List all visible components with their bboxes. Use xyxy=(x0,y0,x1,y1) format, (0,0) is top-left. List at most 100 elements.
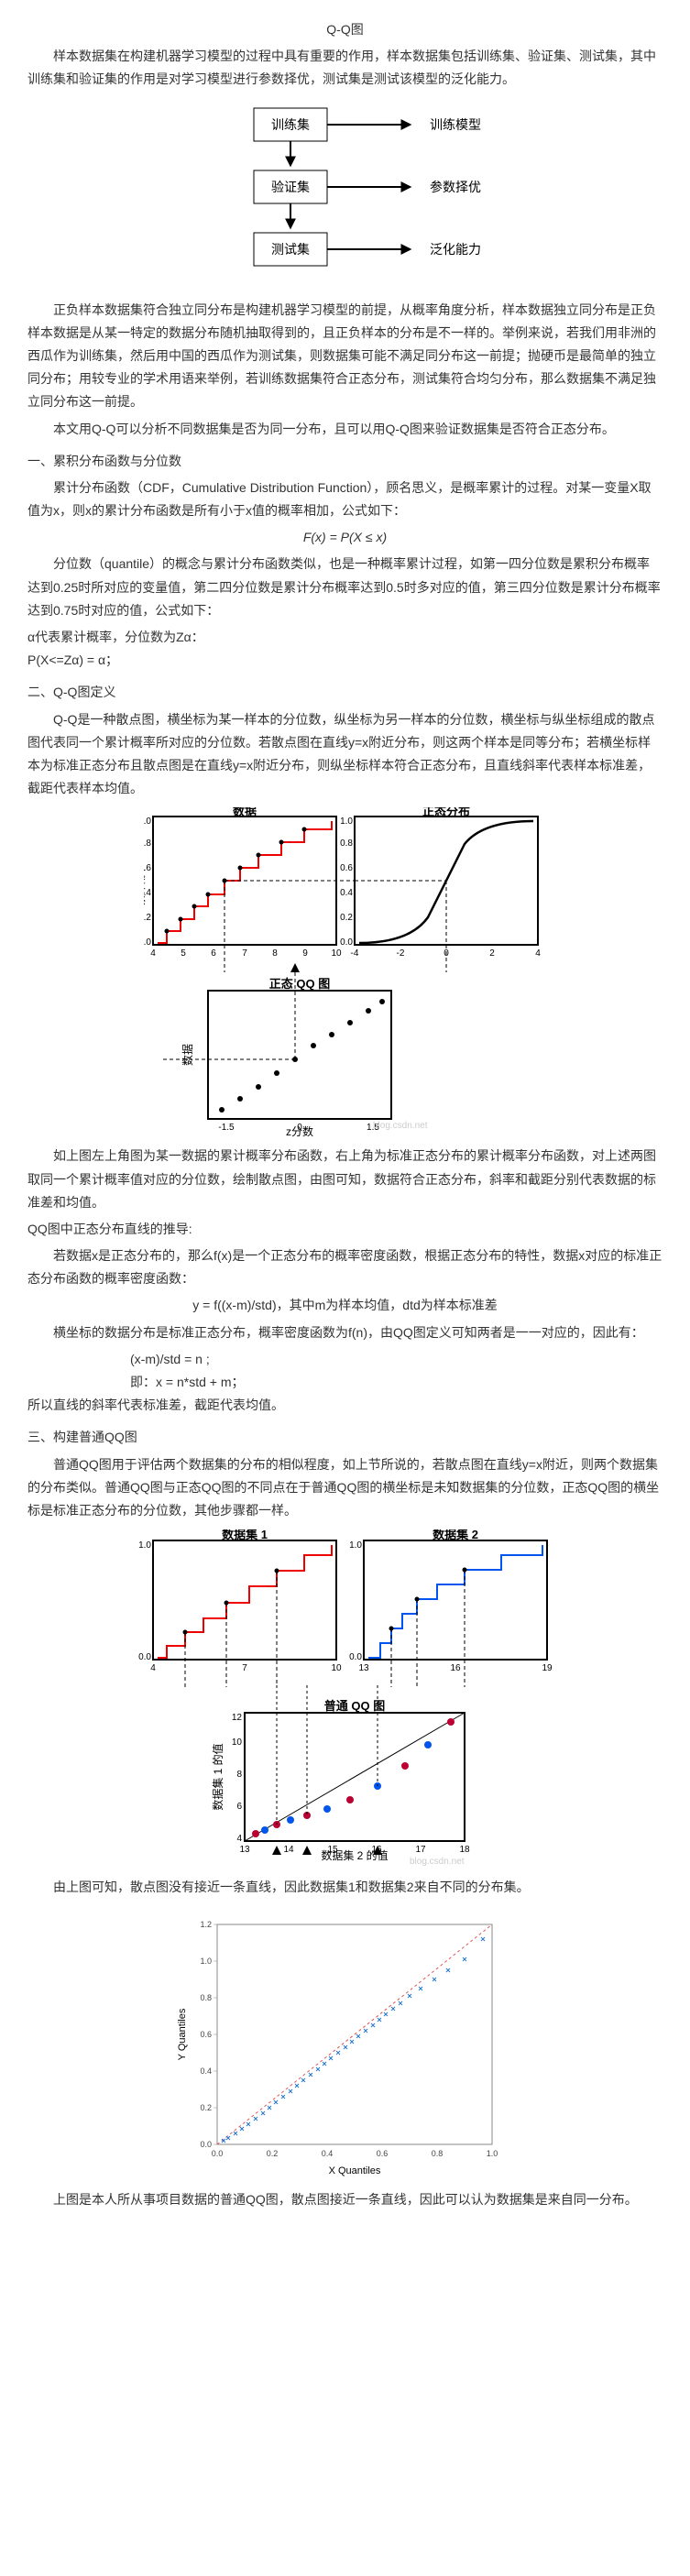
paragraph-2: 本文用Q-Q可以分析不同数据集是否为同一分布，且可以用Q-Q图来验证数据集是否符… xyxy=(27,418,663,441)
svg-text:1.2: 1.2 xyxy=(200,1920,212,1929)
svg-text:0.2: 0.2 xyxy=(340,913,353,923)
chart2-title-1: 数据集 1 xyxy=(222,1529,268,1541)
scatter-ylabel: Y Quantiles xyxy=(177,2008,188,2060)
chart2-title-2: 数据集 2 xyxy=(433,1529,478,1541)
paragraph-1: 正负样本数据集符合独立同分布是构建机器学习模型的前提，从概率角度分析，样本数据独… xyxy=(27,299,663,414)
svg-text:0: 0 xyxy=(297,1123,302,1133)
svg-text:10: 10 xyxy=(231,1737,242,1748)
svg-text:13: 13 xyxy=(239,1845,250,1855)
section-1-p1: 累计分布函数（CDF，Cumulative Distribution Funct… xyxy=(27,477,663,522)
svg-text:6: 6 xyxy=(236,1802,242,1812)
svg-text:17: 17 xyxy=(415,1845,426,1855)
section-3-p2: 由上图可知，散点图没有接近一条直线，因此数据集1和数据集2来自不同的分布集。 xyxy=(27,1876,663,1899)
svg-text:0.8: 0.8 xyxy=(431,2149,443,2158)
section-1-p2: 分位数（quantile）的概念与累计分布函数类似，也是一种概率累计过程，如第一… xyxy=(27,553,663,622)
svg-text:0.4: 0.4 xyxy=(144,888,151,898)
svg-text:2: 2 xyxy=(489,948,495,959)
svg-text:0.4: 0.4 xyxy=(340,888,353,898)
svg-text:10: 10 xyxy=(331,1663,342,1673)
svg-text:0.2: 0.2 xyxy=(144,913,151,923)
svg-text:4: 4 xyxy=(236,1834,242,1844)
svg-text:0.4: 0.4 xyxy=(200,2066,212,2076)
flowchart-diagram: 训练集 训练模型 验证集 参数择优 测试集 泛化能力 xyxy=(181,99,510,291)
svg-text:1.0: 1.0 xyxy=(486,2149,498,2158)
section-3-p3: 上图是本人所从事项目数据的普通QQ图，散点图接近一条直线，因此可以认为数据集是来… xyxy=(27,2188,663,2211)
svg-text:-2: -2 xyxy=(396,948,404,959)
svg-text:0.6: 0.6 xyxy=(144,863,151,873)
chart2-title-qq: 普通 QQ 图 xyxy=(323,1699,384,1713)
chart-ylabel: 数据 xyxy=(181,1044,194,1066)
section-2-p3: QQ图中正态分布直线的推导: xyxy=(27,1218,663,1241)
scatter-xlabel: X Quantiles xyxy=(328,2165,380,2176)
section-2-p5: 横坐标的数据分布是标准正态分布，概率密度函数为f(n)，由QQ图定义可知两者是一… xyxy=(27,1321,663,1344)
section-3-p1: 普通QQ图用于评估两个数据集的分布的相似程度，如上节所说的，若散点图在直线y=x… xyxy=(27,1453,663,1523)
svg-text:1.0: 1.0 xyxy=(200,1957,212,1966)
chart-title-normal: 正态分布 xyxy=(422,807,469,818)
svg-text:0.2: 0.2 xyxy=(200,2103,212,2112)
svg-text:0.4: 0.4 xyxy=(321,2149,333,2158)
svg-text:5: 5 xyxy=(181,948,186,959)
svg-text:9: 9 xyxy=(302,948,308,959)
chart2-ylabel: 数据集 1 的值 xyxy=(211,1743,225,1810)
svg-text:-1.5: -1.5 xyxy=(218,1123,235,1133)
svg-text:blog.csdn.net: blog.csdn.net xyxy=(410,1857,465,1867)
flow-label-3: 泛化能力 xyxy=(430,242,481,257)
svg-text:0.0: 0.0 xyxy=(349,1652,362,1662)
svg-text:0.8: 0.8 xyxy=(144,839,151,849)
svg-text:13: 13 xyxy=(358,1663,369,1673)
svg-text:1.0: 1.0 xyxy=(340,817,353,827)
svg-text:19: 19 xyxy=(542,1663,553,1673)
svg-text:0.8: 0.8 xyxy=(340,839,353,849)
svg-text:0.6: 0.6 xyxy=(340,863,353,873)
svg-text:blog.csdn.net: blog.csdn.net xyxy=(373,1121,428,1131)
svg-text:18: 18 xyxy=(459,1845,470,1855)
svg-text:0.8: 0.8 xyxy=(200,1993,212,2002)
svg-text:8: 8 xyxy=(272,948,278,959)
section-1-title: 一、累积分布函数与分位数 xyxy=(27,450,663,473)
flow-label-2: 参数择优 xyxy=(430,180,481,194)
section-1-line1: α代表累计概率，分位数为Zα： xyxy=(27,626,663,649)
flow-box-3: 测试集 xyxy=(271,242,310,257)
svg-text:0.0: 0.0 xyxy=(340,937,353,948)
section-2-line2: 即：x = n*std + m； xyxy=(27,1371,663,1394)
section-3-title: 三、构建普通QQ图 xyxy=(27,1426,663,1449)
svg-text:4: 4 xyxy=(150,1663,156,1673)
intro-paragraph: 样本数据集在构建机器学习模型的过程中具有重要的作用，样本数据集包括训练集、验证集… xyxy=(27,45,663,91)
svg-text:7: 7 xyxy=(242,948,247,959)
svg-text:4: 4 xyxy=(150,948,156,959)
section-2-title: 二、Q-Q图定义 xyxy=(27,681,663,704)
svg-text:1.0: 1.0 xyxy=(144,817,151,827)
svg-text:8: 8 xyxy=(236,1770,242,1780)
scatter-qq-chart: 0.00.20.40.60.81.01.2 0.00.20.40.60.81.0… xyxy=(171,1906,520,2181)
svg-text:7: 7 xyxy=(242,1663,247,1673)
svg-text:1.0: 1.0 xyxy=(138,1540,151,1551)
svg-text:15: 15 xyxy=(327,1845,338,1855)
svg-text:12: 12 xyxy=(231,1713,242,1723)
flow-box-2: 验证集 xyxy=(271,180,310,194)
section-2-line1: (x-m)/std = n ; xyxy=(27,1348,663,1371)
svg-text:0.0: 0.0 xyxy=(211,2149,223,2158)
page-title: Q-Q图 xyxy=(27,18,663,41)
section-2-p2: 如上图左上角图为某一数据的累计概率分布函数，右上角为标准正态分布的累计概率分布函… xyxy=(27,1145,663,1214)
svg-text:0.0: 0.0 xyxy=(200,2140,212,2149)
svg-text:10: 10 xyxy=(331,948,342,959)
formula-std: y = f((x-m)/std)，其中m为样本均值，dtd为样本标准差 xyxy=(27,1294,663,1317)
svg-text:0.0: 0.0 xyxy=(144,937,151,948)
flow-box-1: 训练集 xyxy=(271,117,310,132)
chart-title-qq: 正态 QQ 图 xyxy=(268,977,329,991)
svg-text:0.0: 0.0 xyxy=(138,1652,151,1662)
chart-title-data: 数据 xyxy=(232,807,256,818)
svg-text:0.2: 0.2 xyxy=(266,2149,278,2158)
qq-chart-block-2: 数据集 1 0.01.0 4710 数据集 2 0.01.0 131619 普通… xyxy=(135,1529,556,1869)
section-2-p1: Q-Q是一种散点图，横坐标为某一样本的分位数，纵坐标为另一样本的分位数，横坐标与… xyxy=(27,708,663,801)
svg-text:0.6: 0.6 xyxy=(200,2030,212,2039)
svg-text:-4: -4 xyxy=(350,948,358,959)
formula-cdf: F(x) = P(X ≤ x) xyxy=(27,526,663,549)
section-1-line2: P(X<=Zα) = α； xyxy=(27,649,663,672)
svg-text:6: 6 xyxy=(211,948,216,959)
section-2-line3: 所以直线的斜率代表标准差，截距代表均值。 xyxy=(27,1394,663,1417)
section-2-p4: 若数据x是正态分布的，那么f(x)是一个正态分布的概率密度函数，根据正态分布的特… xyxy=(27,1244,663,1290)
qq-chart-block-1: 数据 累计概率 0.00.20.40.60.81.0 45678910 正态分布… xyxy=(144,807,547,1137)
flow-label-1: 训练模型 xyxy=(430,117,481,132)
svg-text:4: 4 xyxy=(535,948,541,959)
